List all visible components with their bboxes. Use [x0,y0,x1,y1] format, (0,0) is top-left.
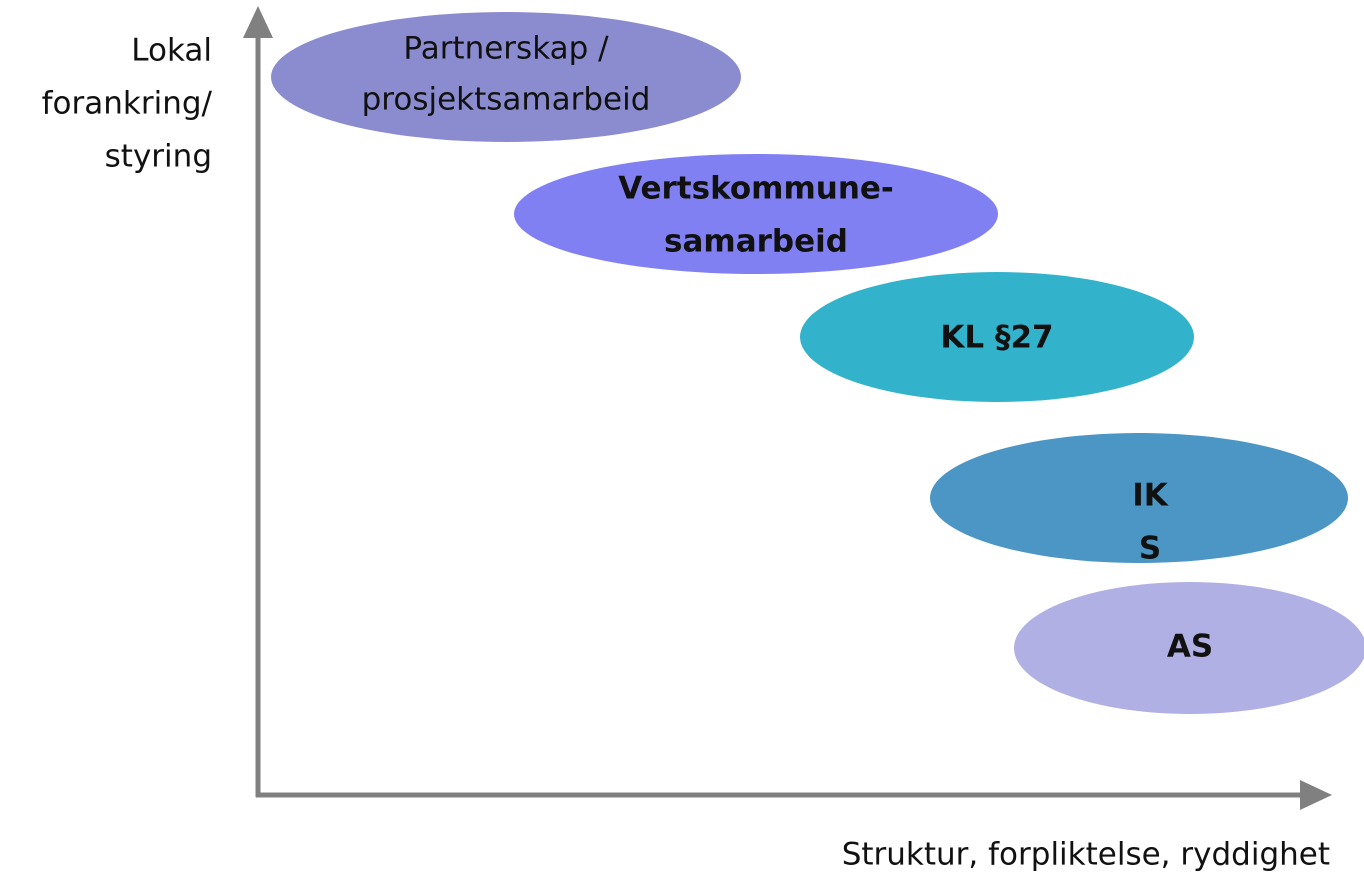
y-axis-label-line: styring [105,139,212,175]
node-shape [271,12,741,142]
y-axis-label: Lokal forankring/ styring [42,33,213,175]
axes [243,6,1332,810]
node-shape [800,272,1194,402]
node-label: IK [1132,478,1169,514]
ellipses [271,12,1364,714]
node-label: AS [1167,629,1213,665]
node-label: S [1139,531,1161,567]
node-shape [1014,582,1364,714]
x-axis-label: Struktur, forpliktelse, ryddighet [842,837,1330,873]
node-shape [930,433,1348,563]
x-axis-arrow [1300,780,1332,810]
node-label: prosjektsamarbeid [362,82,651,118]
node-label: samarbeid [664,224,848,260]
y-axis-label-line: forankring/ [42,86,213,122]
node-label: KL §27 [940,320,1053,356]
node-shape [514,154,998,274]
y-axis-label-line: Lokal [131,33,212,69]
node-labels: Partnerskap / prosjektsamarbeid Vertskom… [362,31,1214,665]
node-label: Partnerskap / [403,31,609,67]
y-axis-arrow [243,6,273,38]
node-label: Vertskommune- [618,171,894,207]
